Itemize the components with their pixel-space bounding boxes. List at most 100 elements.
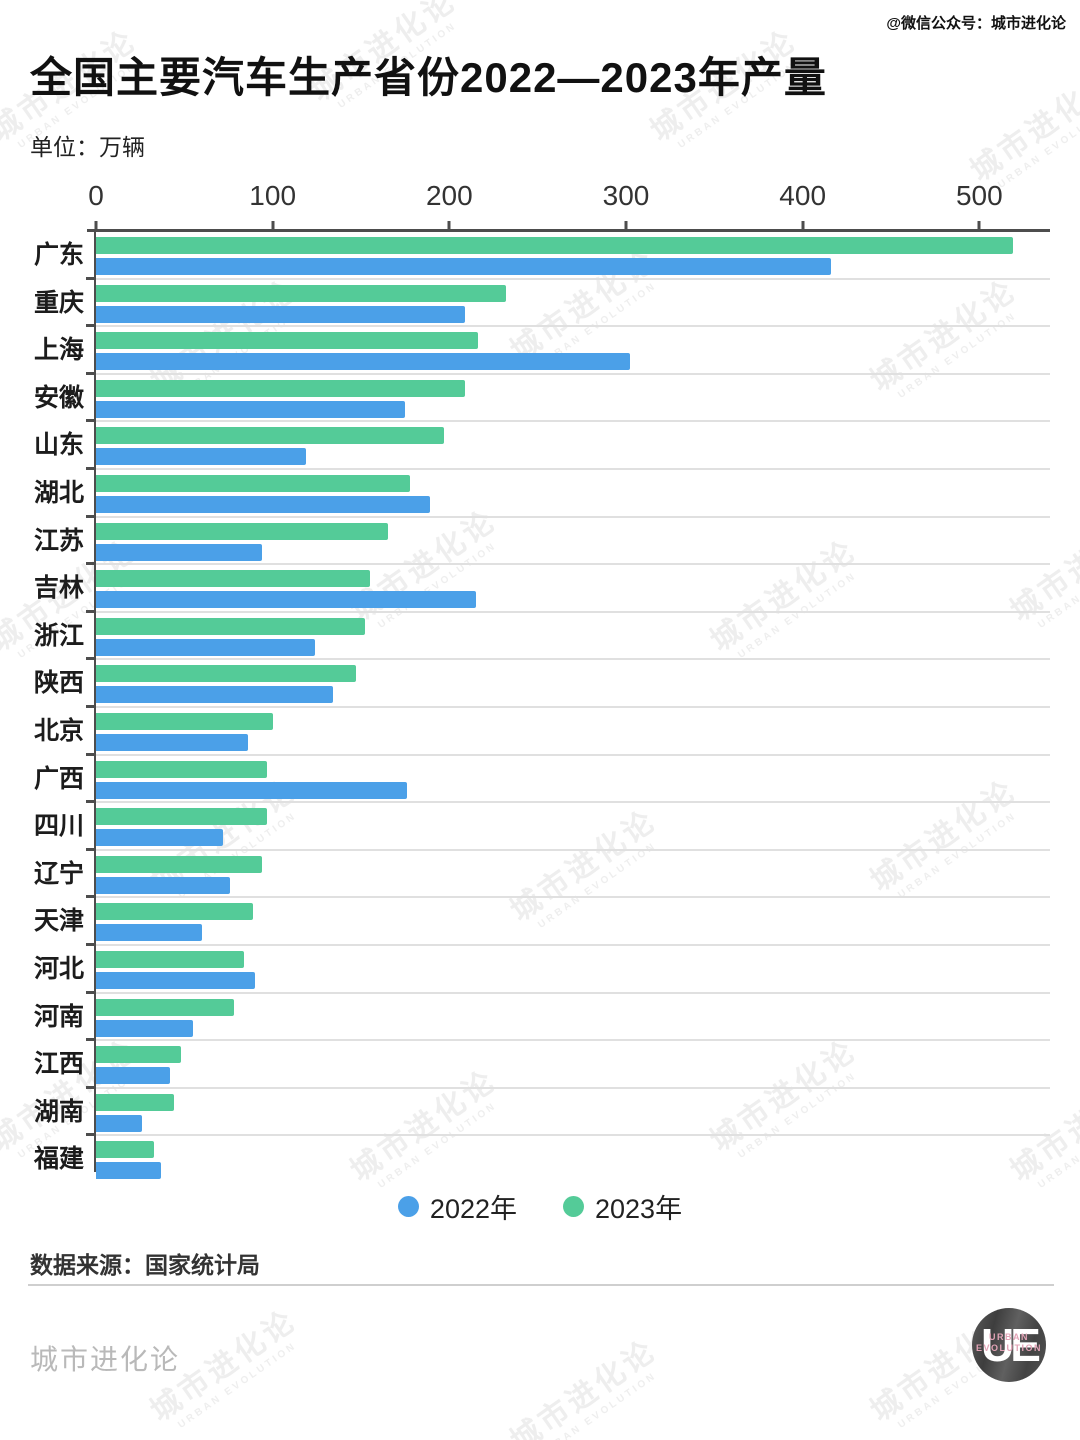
y-axis-line (94, 229, 96, 1172)
bar-2023年-陕西 (96, 665, 356, 683)
category-label: 河南 (33, 1002, 84, 1031)
data-source: 数据来源：国家统计局 (30, 1252, 260, 1278)
x-tick-mark (624, 221, 628, 229)
chart-row: 重庆 (34, 280, 1050, 328)
chart-row: 北京 (34, 708, 1050, 756)
y-axis-tick (86, 847, 96, 851)
bar-2023年-山东 (96, 427, 445, 445)
chart-row: 山东 (34, 422, 1050, 470)
bar-2022年-广西 (96, 781, 407, 799)
x-tick-mark (447, 221, 451, 229)
y-axis-tick (86, 800, 96, 804)
x-tick-label: 300 (602, 180, 650, 211)
x-tick-mark (94, 221, 98, 229)
bar-2022年-湖北 (96, 495, 430, 513)
legend: 2022年 2023年 (0, 1188, 1080, 1224)
x-tick-mark (271, 221, 275, 229)
bar-2022年-山东 (96, 448, 307, 466)
y-axis-tick (86, 371, 96, 375)
category-label: 江西 (33, 1050, 84, 1079)
bar-2022年-重庆 (96, 305, 466, 323)
bar-2023年-北京 (96, 712, 273, 730)
chart-row: 安徽 (34, 375, 1050, 423)
bar-2022年-福建 (96, 1162, 162, 1180)
bar-2022年-江西 (96, 1067, 171, 1085)
bar-2023年-广西 (96, 760, 268, 778)
category-label: 湖北 (33, 478, 84, 507)
chart-row: 湖南 (34, 1089, 1050, 1137)
y-axis-tick (86, 419, 96, 423)
chart-row: 辽宁 (34, 851, 1050, 899)
category-label: 北京 (33, 716, 84, 745)
legend-label-2023: 2023年 (595, 1193, 683, 1224)
bar-2022年-广东 (96, 258, 831, 275)
bar-2023年-湖北 (96, 474, 411, 492)
bar-2022年-安徽 (96, 400, 406, 418)
chart-row: 吉林 (34, 565, 1050, 613)
bar-2023年-四川 (96, 808, 268, 826)
category-label: 湖南 (33, 1097, 84, 1126)
y-axis-tick (86, 1085, 96, 1089)
plot-area: 广东 重庆 上海 安徽 山东 湖北 江苏 吉林 浙江 陕西 北京 广西 四川 辽宁 天津 河北 河南 江西 湖南 福建 (34, 232, 1050, 1184)
bar-2023年-吉林 (96, 570, 370, 588)
chart-row: 河南 (34, 994, 1050, 1042)
footer-divider (28, 1284, 1054, 1286)
bar-2023年-河北 (96, 950, 245, 968)
chart-row: 江苏 (34, 518, 1050, 566)
legend-dot-2022-icon (397, 1195, 419, 1217)
x-tick-label: 0 (88, 180, 104, 211)
legend-item-2023: 2023年 (563, 1187, 682, 1226)
chart-row: 福建 (34, 1136, 1050, 1184)
x-axis-line (87, 229, 1050, 232)
category-label: 广西 (33, 764, 84, 793)
chart-row: 湖北 (34, 470, 1050, 518)
category-label: 辽宁 (33, 859, 84, 888)
y-axis-tick (86, 657, 96, 661)
y-axis-tick (86, 704, 96, 708)
bar-group (96, 474, 1050, 513)
bar-group (96, 712, 1050, 751)
ue-logo-monogram: UE (981, 1319, 1041, 1371)
bar-group (96, 522, 1050, 561)
y-axis-tick (86, 1038, 96, 1042)
bar-2022年-河北 (96, 971, 255, 989)
bar-2023年-福建 (96, 1141, 155, 1159)
category-label: 安徽 (33, 383, 84, 412)
bar-2022年-河南 (96, 1019, 194, 1037)
bar-2023年-上海 (96, 332, 478, 350)
chart-row: 天津 (34, 898, 1050, 946)
category-label: 陕西 (33, 669, 84, 698)
bar-group (96, 1093, 1050, 1132)
y-axis-tick (86, 1133, 96, 1137)
chart-row: 广西 (34, 756, 1050, 804)
y-axis-tick (86, 752, 96, 756)
bar-2022年-浙江 (96, 638, 316, 656)
chart-row: 上海 (34, 327, 1050, 375)
footer-brand: 城市进化论 (30, 1344, 181, 1375)
bar-2022年-上海 (96, 353, 630, 371)
bar-2022年-陕西 (96, 686, 333, 704)
bar-2023年-浙江 (96, 617, 365, 635)
bar-2023年-江西 (96, 1046, 181, 1064)
bar-group (96, 855, 1050, 894)
chart-row: 广东 (34, 232, 1050, 280)
legend-item-2022: 2022年 (397, 1187, 517, 1226)
ue-logo: UE URBAN EVOLUTION (972, 1308, 1046, 1382)
category-label: 吉林 (33, 574, 84, 603)
bar-group (96, 284, 1050, 323)
bar-2023年-河南 (96, 998, 234, 1016)
bar-group (96, 760, 1050, 799)
bar-2023年-江苏 (96, 522, 388, 540)
bar-group (96, 998, 1050, 1037)
bar-group (96, 237, 1050, 275)
y-axis-tick (86, 466, 96, 470)
ue-logo-caption: URBAN EVOLUTION (972, 1332, 1046, 1355)
bar-group (96, 950, 1050, 989)
ue-logo-caption-line1: URBAN (989, 1332, 1029, 1342)
category-label: 广东 (33, 241, 84, 269)
chart-row: 江西 (34, 1041, 1050, 1089)
bar-chart: 0 100 200 300 400 500 广东 重庆 上海 安徽 山东 湖北 江苏 吉林 浙江 陕西 北京广… (34, 180, 1050, 1184)
bar-2023年-安徽 (96, 379, 466, 397)
